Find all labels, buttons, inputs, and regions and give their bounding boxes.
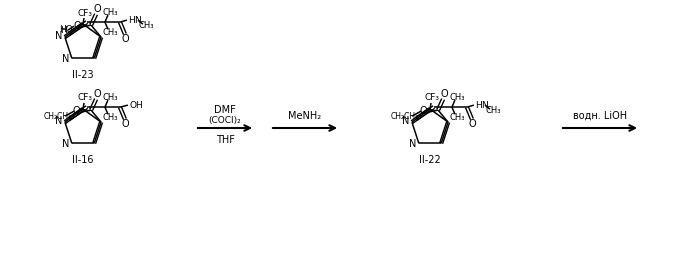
Text: II-22: II-22 [419,155,441,165]
Text: O: O [420,106,427,116]
Text: OH: OH [130,100,144,110]
Text: II-23: II-23 [72,70,94,80]
Text: O: O [72,106,80,116]
Text: O: O [73,21,81,31]
Text: N: N [134,16,141,25]
Text: CH₃: CH₃ [102,93,118,102]
Text: CH₂CH₃: CH₂CH₃ [44,112,72,121]
Text: HO: HO [59,25,73,34]
Text: CF₃: CF₃ [424,94,440,102]
Text: N: N [62,54,70,64]
Text: O: O [93,89,101,99]
Text: N: N [409,139,417,149]
Text: O: O [441,89,448,99]
Text: II-16: II-16 [72,155,94,165]
Text: CH₃: CH₃ [102,8,118,17]
Text: CH₃: CH₃ [485,106,500,115]
Text: CH₃: CH₃ [102,28,118,37]
Text: CH₂CH₃: CH₂CH₃ [391,112,419,121]
Text: CH₃: CH₃ [449,93,465,102]
Text: CH₃: CH₃ [138,21,153,30]
Text: DMF: DMF [214,105,236,115]
Text: (COCl)₂: (COCl)₂ [208,116,241,125]
Text: N: N [55,116,63,126]
Text: водн. LiOH: водн. LiOH [573,111,627,121]
Text: N: N [62,139,70,149]
Text: N: N [55,31,63,41]
Text: H: H [128,16,135,25]
Text: N: N [402,116,410,126]
Text: CF₃: CF₃ [77,94,93,102]
Text: THF: THF [215,135,234,145]
Text: H: H [60,26,66,35]
Text: O: O [93,4,101,14]
Text: H: H [475,100,482,110]
Text: O: O [121,119,129,129]
Text: O: O [121,34,129,44]
Text: CH₃: CH₃ [449,113,465,122]
Text: MeNH₂: MeNH₂ [289,111,321,121]
Text: CF₃: CF₃ [77,9,93,17]
Text: O: O [468,119,476,129]
Text: N: N [481,100,488,110]
Text: CH₃: CH₃ [102,113,118,122]
